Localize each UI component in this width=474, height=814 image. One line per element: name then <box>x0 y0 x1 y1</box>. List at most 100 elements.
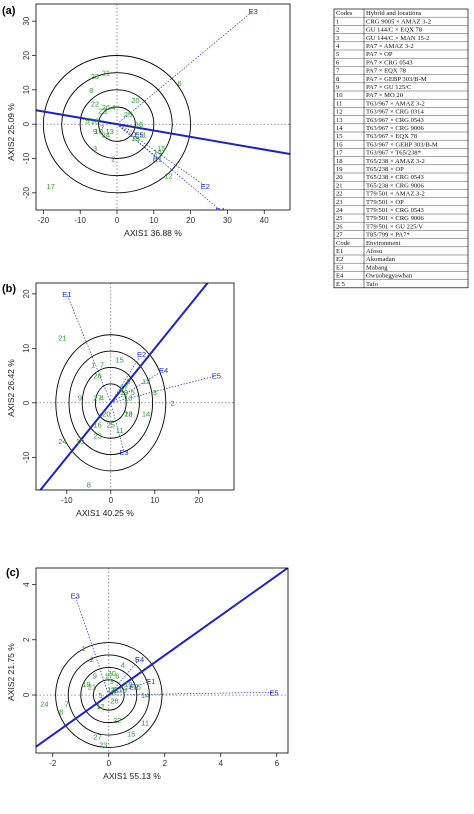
genotype-label: 12 <box>164 172 172 181</box>
legend-table-name: PA7 × OP <box>366 51 393 58</box>
legend-table-name: PA7 × GU 125/C <box>366 84 412 91</box>
concentric-circle <box>80 666 138 724</box>
y-tick-label: 2 <box>22 637 31 642</box>
legend-table-code: 23 <box>336 199 343 206</box>
genotype-label: 27 <box>98 106 106 115</box>
genotype-label: 2 <box>170 399 174 408</box>
genotype-label: 1 <box>104 106 108 115</box>
legend-table-name: T63/967 × AMAZ 3-2 <box>366 100 425 107</box>
x-tick-label: 20 <box>194 496 203 505</box>
genotype-label: 23 <box>99 741 107 750</box>
legend-table-code: 13 <box>336 117 343 124</box>
genotype-label: 9 <box>78 393 82 402</box>
genotype-label: 8 <box>89 86 93 95</box>
genotype-label: 14 <box>153 148 161 157</box>
y-tick-label: 20 <box>22 289 31 298</box>
genotype-label: 1 <box>91 361 95 370</box>
environment-vector <box>116 123 140 135</box>
genotype-label: 23 <box>91 72 99 81</box>
panel-label: (b) <box>2 283 16 295</box>
environment-label: E5 <box>212 372 221 381</box>
genotype-label: 4 <box>100 393 104 402</box>
legend-table-header-code: Code <box>336 240 350 247</box>
legend-table-code: 26 <box>336 223 343 230</box>
legend-table-name: Mabang <box>366 264 388 271</box>
legend-table-name: T63/967 × CRG 0543 <box>366 117 424 124</box>
genotype-label: 2 <box>90 655 94 664</box>
y-tick-label: -10 <box>22 152 31 164</box>
legend-table-code: 17 <box>336 150 343 157</box>
average-environment-axis <box>39 283 209 490</box>
legend-table-code: 2 <box>336 27 339 34</box>
legend-table-name: T79/501 × OP <box>366 199 404 206</box>
environment-vector <box>108 686 135 696</box>
genotype-label: 3 <box>93 144 97 153</box>
environment-label: E4 <box>215 206 224 215</box>
genotype-label: 25 <box>107 421 115 430</box>
legend-table: Codes Hybrid and locations 1 CRG 9005 × AMA… <box>333 8 469 289</box>
genotype-label: 16 <box>135 120 143 129</box>
legend-table-name: T79/501 × GU 225/V <box>366 223 423 230</box>
legend-table-name: CRG 9005 × AMAZ 3-2 <box>366 18 431 25</box>
genotype-label: 16 <box>133 683 141 692</box>
y-axis-title: AXIS2 26.42 % <box>6 359 16 417</box>
environment-vector <box>110 369 164 404</box>
x-axis-title: AXIS1 40.25 % <box>76 508 134 518</box>
genotype-label: 18 <box>124 410 132 419</box>
genotype-label: 4 <box>111 103 115 112</box>
genotype-label: 11 <box>139 130 147 139</box>
environment-label: E3 <box>119 448 128 457</box>
genotype-label: 21 <box>88 683 96 692</box>
legend-table-name: T65/238 × OP <box>366 166 404 173</box>
legend-table-code: 24 <box>336 207 343 214</box>
legend-table-name: PA7 × MO 20 <box>366 92 404 99</box>
legend-table-name: Akomadan <box>366 256 396 263</box>
x-tick-label: 10 <box>150 496 159 505</box>
legend-table-code: 10 <box>336 92 343 99</box>
genotype-label: 10 <box>94 127 102 136</box>
genotype-label: 17 <box>105 672 113 681</box>
legend-table-name: T79/501 × CRG 9006 <box>366 215 424 222</box>
genotype-label: 12 <box>142 377 150 386</box>
genotype-label: 15 <box>115 355 123 364</box>
genotype-label: 24 <box>40 699 48 708</box>
legend-table-name: T65/238 × AMAZ 3-2 <box>366 158 425 165</box>
genotype-label: 13 <box>105 127 113 136</box>
y-tick-label: -10 <box>22 451 31 463</box>
legend-table-code: 12 <box>336 109 343 116</box>
x-tick-label: 6 <box>275 759 280 768</box>
legend-table-code: 3 <box>336 35 340 42</box>
concentric-circle <box>81 366 140 439</box>
genotype-label: 22 <box>91 100 99 109</box>
genotype-label: 19 <box>131 134 139 143</box>
legend-table-code: 22 <box>336 191 343 198</box>
environment-vector <box>116 10 254 125</box>
environment-vector <box>110 402 125 452</box>
genotype-label: 19 <box>82 680 90 689</box>
legend-table-name: T65/238 × CRG 9006 <box>366 182 424 189</box>
genotype-label: 13 <box>107 685 115 694</box>
legend-table-name: T63/967 × CRG 9006 <box>366 125 424 132</box>
environment-label: E1 <box>62 290 71 299</box>
genotype-label: 11 <box>141 719 149 728</box>
genotype-label: 1 <box>82 644 86 653</box>
environment-vector <box>66 293 112 403</box>
legend-table-code: 5 <box>336 51 340 58</box>
concentric-circle <box>55 334 167 472</box>
environment-label: E3 <box>71 592 80 601</box>
genotype-label: 16 <box>93 421 101 430</box>
genotype-label: 22 <box>124 410 132 419</box>
concentric-circle <box>79 89 155 159</box>
x-tick-label: 40 <box>260 216 269 225</box>
genotype-label: 17 <box>120 383 128 392</box>
legend-table-code: 14 <box>336 125 343 132</box>
y-axis-title: AXIS2 25.09 % <box>6 103 16 161</box>
environment-vector <box>110 353 142 404</box>
genotype-label: 9 <box>93 672 97 681</box>
concentric-circle <box>98 106 136 142</box>
legend-table-header-name: Environment <box>366 240 401 247</box>
genotype-label: 7 <box>100 124 104 133</box>
genotype-label: 6 <box>126 377 130 386</box>
genotype-label: 8 <box>59 708 63 717</box>
